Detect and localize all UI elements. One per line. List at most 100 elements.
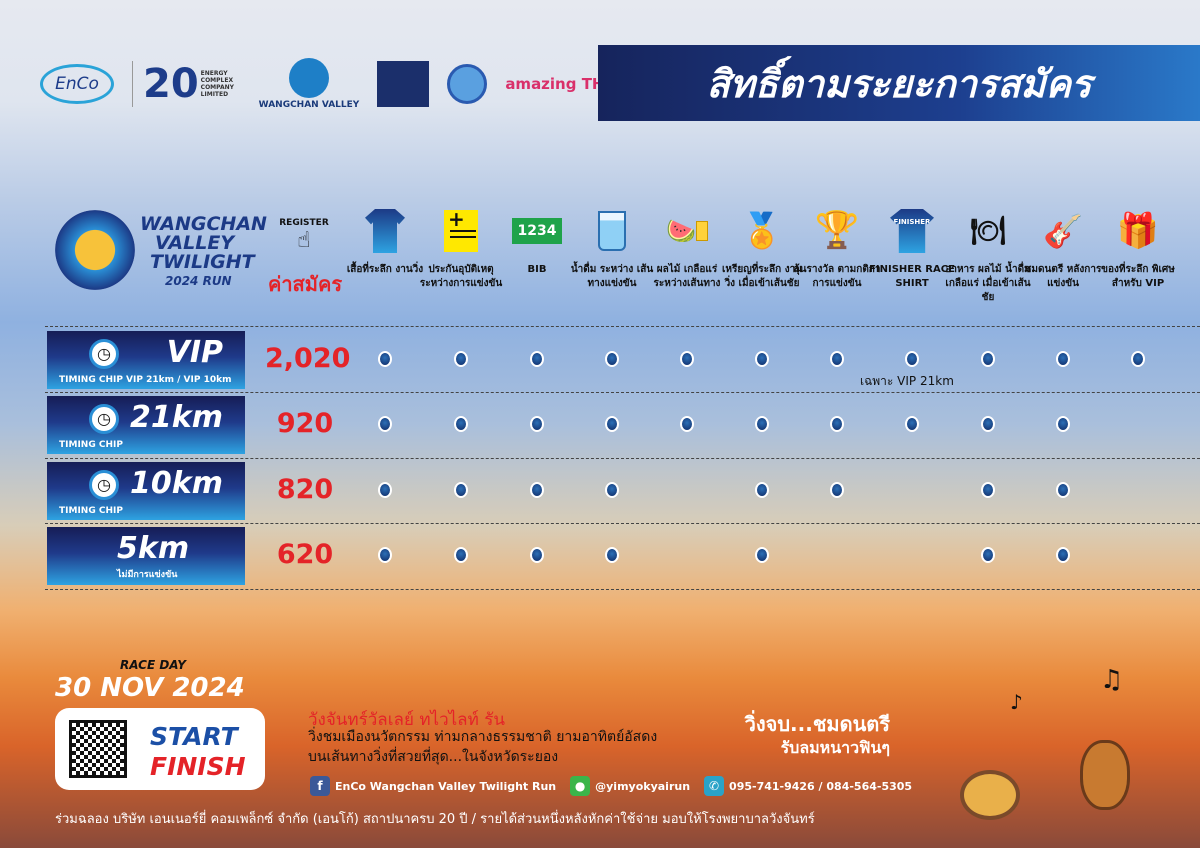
tier-price: 2,020	[265, 343, 351, 374]
benefit-label: เสื้อที่ระลึก งานวิ่ง	[346, 264, 424, 275]
title-banner: สิทธิ์ตามระยะการสมัคร	[598, 45, 1200, 121]
benefit-included-dot	[755, 416, 769, 432]
gift-icon: 🎁	[1116, 211, 1160, 251]
race-day-label: RACE DAY	[120, 658, 186, 672]
benefit-included-dot	[454, 416, 468, 432]
logo-line1: WANGCHAN	[140, 213, 267, 235]
benefit-label: ผลไม้ เกลือแร่ ระหว่างเส้นทาง	[653, 264, 721, 289]
enco-logo: EnCo	[40, 64, 114, 104]
benefit-included-dot	[981, 547, 995, 563]
tier-price: 920	[276, 408, 334, 439]
slogan-line1: วิ่งจบ...ชมดนตรี	[744, 712, 890, 736]
benefit-included-dot	[454, 547, 468, 563]
benefit-included-dot	[530, 416, 544, 432]
qr-code[interactable]	[69, 720, 127, 778]
trophy-icon: 🏆	[814, 210, 860, 251]
benefit-included-dot	[830, 351, 844, 367]
corporation-logo	[377, 61, 430, 107]
benefit-label: ลุ้นรางวัล ตามกติกา การแข่งขัน	[793, 264, 881, 289]
benefit-label: BIB	[527, 264, 547, 275]
line-link[interactable]: ● @yimyokyairun	[570, 776, 690, 796]
anniversary-number: 20	[143, 61, 199, 107]
footer-text: ร่วมฉลอง บริษัท เอนเนอร์ยี่ คอมเพล็กซ์ จ…	[55, 812, 815, 827]
stopwatch-icon: ◷	[89, 339, 119, 369]
tier-subtitle: TIMING CHIP	[59, 506, 123, 516]
benefit-included-dot	[530, 351, 544, 367]
water-glass-icon	[567, 207, 657, 255]
facebook-text: EnCo Wangchan Valley Twilight Run	[335, 780, 557, 793]
benefit-included-dot	[905, 351, 919, 367]
benefit-header-4: น้ำดื่ม ระหว่าง เส้นทางแข่งขัน	[567, 207, 657, 291]
tier-badge-1: ◷ 21km TIMING CHIP	[47, 396, 245, 454]
benefit-header-1: เสื้อที่ระลึก งานวิ่ง	[340, 207, 430, 277]
anniversary-logo: 20 ENERGY COMPLEX COMPANY LIMITED	[132, 61, 241, 107]
benefit-header-11: 🎁 ของที่ระลึก พิเศษสำหรับ VIP	[1093, 207, 1183, 291]
food-icon: 🍽	[970, 214, 1006, 247]
anniversary-text: ENERGY COMPLEX COMPANY LIMITED	[200, 70, 235, 98]
benefit-label: อาหาร ผลไม้ น้ำดื่ม เกลือแร่ เมื่อเข้าเส…	[945, 264, 1031, 303]
benefit-label: FINISHER RACE SHIRT	[869, 264, 955, 289]
fee-header: ค่าสมัคร	[267, 272, 343, 296]
tier-badge-2: ◷ 10km TIMING CHIP	[47, 462, 245, 520]
facebook-link[interactable]: f EnCo Wangchan Valley Twilight Run	[310, 776, 556, 796]
benefit-included-dot	[830, 482, 844, 498]
phone-text: 095-741-9426 / 084-564-5305	[729, 780, 913, 793]
benefit-included-dot	[981, 351, 995, 367]
benefit-header-2: + ประกันอุบัติเหตุ ระหว่างการแข่งขัน	[416, 207, 506, 291]
vip-note: เฉพาะ VIP 21km	[860, 374, 954, 388]
logo-line4: 2024 RUN	[165, 274, 232, 288]
benefit-included-dot	[1056, 482, 1070, 498]
benefit-included-dot	[905, 416, 919, 432]
benefit-header-6: 🏅 เหรียญที่ระลึก งานวิ่ง เมื่อเข้าเส้นชัย	[717, 207, 807, 291]
divider	[45, 392, 1200, 393]
benefit-included-dot	[755, 482, 769, 498]
benefit-header-9: 🍽 อาหาร ผลไม้ น้ำดื่ม เกลือแร่ เมื่อเข้าเ…	[943, 207, 1033, 305]
hand-pointer-icon: ☝	[297, 228, 311, 253]
stopwatch-icon: ◷	[89, 404, 119, 434]
tier-name: VIP	[166, 335, 223, 370]
stopwatch-icon: ◷	[89, 470, 119, 500]
race-date: 30 NOV 2024	[55, 673, 245, 703]
tshirt-icon	[340, 207, 430, 255]
benefit-header-3: 1234 BIB	[492, 207, 582, 277]
benefit-label: เหรียญที่ระลึก งานวิ่ง เมื่อเข้าเส้นชัย	[721, 264, 803, 289]
event-description: วิ่งชมเมืองนวัตกรรม ท่ามกลางธรรมชาติ ยาม…	[308, 727, 657, 767]
benefit-included-dot	[1056, 416, 1070, 432]
event-logo: WANGCHAN VALLEY TWILIGHT 2024 RUN	[45, 205, 267, 300]
slogan-line2: รับลมหนาวฟินๆ	[780, 738, 890, 757]
finish-text: FINISH	[150, 752, 246, 781]
benefit-included-dot	[605, 416, 619, 432]
register-link[interactable]: REGISTER ☝	[276, 218, 332, 253]
benefit-included-dot	[454, 351, 468, 367]
benefit-included-dot	[1056, 351, 1070, 367]
facebook-icon: f	[310, 776, 330, 796]
benefit-included-dot	[378, 547, 392, 563]
qr-card[interactable]: START FINISH	[55, 708, 265, 790]
benefit-label: ของที่ระลึก พิเศษสำหรับ VIP	[1101, 264, 1175, 289]
divider	[45, 589, 1200, 590]
tier-price: 620	[276, 539, 334, 570]
music-note-icon: ♪	[1010, 690, 1023, 714]
benefit-included-dot	[755, 547, 769, 563]
benefit-included-dot	[378, 416, 392, 432]
benefit-included-dot	[1056, 547, 1070, 563]
wangchan-text: WANGCHAN VALLEY	[258, 100, 360, 110]
benefit-header-10: 🎸 ชมดนตรี หลังการแข่งขัน	[1018, 207, 1108, 291]
benefit-label: น้ำดื่ม ระหว่าง เส้นทางแข่งขัน	[570, 264, 654, 289]
benefit-included-dot	[530, 482, 544, 498]
tier-name: 5km	[117, 531, 190, 566]
tier-subtitle: TIMING CHIP	[59, 440, 123, 450]
tier-name: 21km	[130, 400, 223, 435]
benefit-header-8: FINISHER FINISHER RACE SHIRT	[867, 207, 957, 291]
benefit-included-dot	[378, 482, 392, 498]
benefit-label: ประกันอุบัติเหตุ ระหว่างการแข่งขัน	[419, 264, 503, 289]
drum-icon	[960, 770, 1020, 820]
start-text: START	[150, 722, 238, 751]
contacts: f EnCo Wangchan Valley Twilight Run ● @yim…	[310, 776, 912, 796]
benefit-included-dot	[680, 416, 694, 432]
tier-price: 820	[276, 474, 334, 505]
tier-badge-3: 5km ไม่มีการแข่งขัน	[47, 527, 245, 585]
phone-link[interactable]: ✆ 095-741-9426 / 084-564-5305	[704, 776, 912, 796]
register-label: REGISTER	[279, 218, 329, 228]
medal-icon: 🏅	[740, 211, 784, 251]
